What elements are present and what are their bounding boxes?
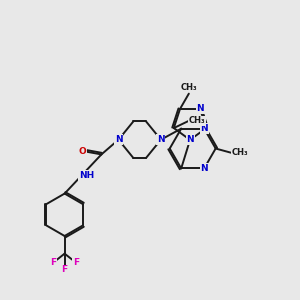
Text: F: F [50,258,56,267]
Text: F: F [73,258,79,267]
Text: N: N [186,135,194,144]
Text: N: N [196,104,204,113]
Text: CH₃: CH₃ [232,148,248,158]
Text: CH₃: CH₃ [189,116,206,125]
Text: N: N [200,124,208,133]
Text: NH: NH [79,171,94,180]
Text: N: N [200,164,208,173]
Text: O: O [78,147,86,156]
Text: F: F [61,265,68,274]
Text: CH₃: CH₃ [181,83,197,92]
Text: N: N [157,135,165,144]
Text: N: N [115,135,122,144]
